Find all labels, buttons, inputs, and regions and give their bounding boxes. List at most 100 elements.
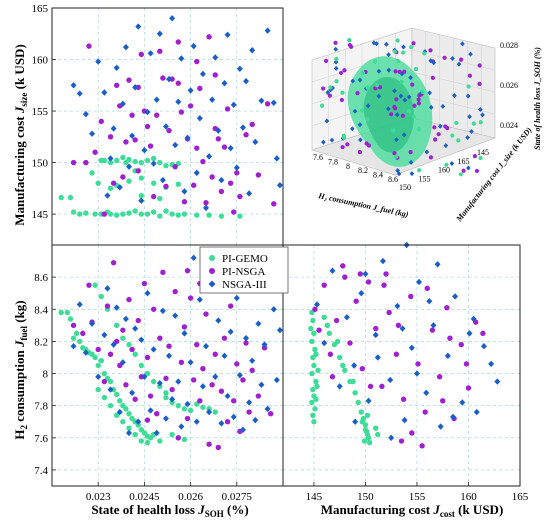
- point3d-nsga-iii: [443, 143, 449, 149]
- point-nsga-iii: [153, 96, 160, 103]
- point-nsga-iii: [203, 204, 209, 212]
- x-tick-label: 155: [409, 491, 426, 503]
- point3d-nsga-iii: [384, 41, 389, 47]
- point-pi-gemo: [310, 386, 316, 393]
- point-nsga-iii: [119, 359, 126, 366]
- point-pi-gemo: [144, 439, 151, 446]
- point-nsga-iii: [246, 399, 253, 406]
- point-pi-gemo: [169, 399, 175, 406]
- point3d-pi-gemo: [422, 51, 427, 56]
- point3d-pi-nsga: [400, 113, 406, 118]
- point-pi-nsga: [95, 346, 101, 353]
- point-nsga-iii: [243, 334, 250, 342]
- point-nsga-iii: [190, 254, 197, 262]
- point-nsga-iii: [101, 331, 108, 339]
- point3d-pi-gemo: [340, 90, 345, 95]
- point3d-pi-nsga: [345, 142, 350, 147]
- point-pi-gemo: [113, 212, 120, 218]
- point-nsga-iii: [187, 359, 194, 366]
- point3d-pi-gemo: [372, 59, 378, 64]
- point-pi-gemo: [132, 158, 138, 165]
- point-pi-gemo: [355, 399, 361, 406]
- x3d-tick-label: 8: [346, 162, 350, 171]
- point-nsga-iii: [132, 84, 139, 91]
- point-nsga-iii: [212, 373, 219, 380]
- point3d-nsga-iii: [469, 129, 474, 135]
- point-pi-nsga: [144, 123, 151, 130]
- point-pi-gemo: [362, 427, 369, 433]
- point-pi-nsga: [398, 438, 405, 444]
- point-nsga-iii: [110, 125, 117, 132]
- point-pi-gemo: [310, 412, 316, 419]
- point-pi-nsga: [231, 209, 237, 215]
- point-pi-nsga: [209, 174, 215, 180]
- point3d-pi-nsga: [416, 97, 421, 102]
- point3d-nsga-iii: [333, 59, 339, 65]
- y3d-tick-label: 145: [477, 148, 489, 157]
- point-pi-gemo: [144, 157, 151, 164]
- point-nsga-iii: [122, 315, 129, 323]
- point-pi-gemo: [58, 309, 64, 316]
- point-pi-gemo: [67, 316, 74, 322]
- point-pi-gemo: [340, 362, 346, 369]
- point-pi-gemo: [163, 394, 169, 401]
- ylabel-top: Manufacturing cost Jsize (k USD): [12, 44, 29, 226]
- point-pi-gemo: [107, 185, 114, 192]
- point-pi-nsga: [340, 263, 346, 269]
- point3d-nsga-iii: [401, 132, 407, 138]
- point3d-pi-nsga: [355, 91, 360, 96]
- point-pi-nsga: [221, 144, 228, 150]
- point-nsga-iii: [401, 416, 408, 424]
- point-pi-nsga: [365, 279, 372, 285]
- point-pi-nsga: [144, 354, 151, 361]
- point-nsga-iii: [388, 434, 395, 441]
- point-nsga-iii: [209, 96, 216, 103]
- point-nsga-iii: [101, 89, 108, 96]
- point-pi-nsga: [444, 304, 450, 311]
- point-nsga-iii: [193, 418, 200, 425]
- point3d-pi-gemo: [413, 66, 419, 72]
- point-pi-gemo: [313, 396, 319, 402]
- point-pi-gemo: [181, 436, 188, 443]
- point-nsga-iii: [236, 65, 243, 72]
- point-pi-nsga: [101, 378, 108, 385]
- point-pi-nsga: [271, 201, 277, 207]
- point-nsga-iii: [426, 298, 433, 305]
- point3d-nsga-iii: [374, 41, 379, 47]
- point-pi-gemo: [206, 212, 212, 218]
- point-pi-gemo: [77, 211, 83, 217]
- point-pi-gemo: [194, 212, 200, 218]
- point3d-pi-nsga: [477, 63, 482, 68]
- point-pi-nsga: [157, 335, 163, 341]
- point-nsga-iii: [175, 378, 182, 385]
- point-pi-nsga: [197, 85, 203, 92]
- point3d-pi-gemo: [400, 50, 406, 55]
- point-pi-nsga: [264, 101, 271, 107]
- panel-top-left: 145 150 155 160 165: [32, 3, 284, 246]
- point-pi-nsga: [184, 415, 191, 422]
- point3d-nsga-iii: [401, 44, 406, 50]
- point-pi-gemo: [126, 210, 132, 216]
- point3d-pi-nsga: [459, 57, 464, 62]
- point3d-pi-nsga: [461, 168, 466, 173]
- point-nsga-iii: [76, 301, 83, 308]
- point-pi-gemo: [169, 211, 175, 217]
- point-pi-nsga: [200, 158, 206, 165]
- x-tick-label: 145: [306, 491, 323, 503]
- point-pi-nsga: [86, 282, 92, 288]
- point3d-pi-nsga: [394, 97, 399, 102]
- point-nsga-iii: [258, 97, 265, 104]
- point3d-pi-nsga: [412, 103, 417, 108]
- point3d-pi-nsga: [347, 42, 352, 48]
- point-pi-nsga: [231, 398, 237, 404]
- point-pi-nsga: [160, 75, 166, 81]
- x-tick-label: 150: [357, 491, 374, 503]
- point-nsga-iii: [273, 376, 280, 384]
- point-pi-nsga: [166, 127, 172, 134]
- x3d-tick-label: 8.6: [388, 175, 398, 184]
- point-pi-gemo: [169, 431, 175, 438]
- point-pi-nsga: [212, 351, 218, 357]
- point-nsga-iii: [252, 416, 259, 424]
- point-nsga-iii: [459, 399, 466, 406]
